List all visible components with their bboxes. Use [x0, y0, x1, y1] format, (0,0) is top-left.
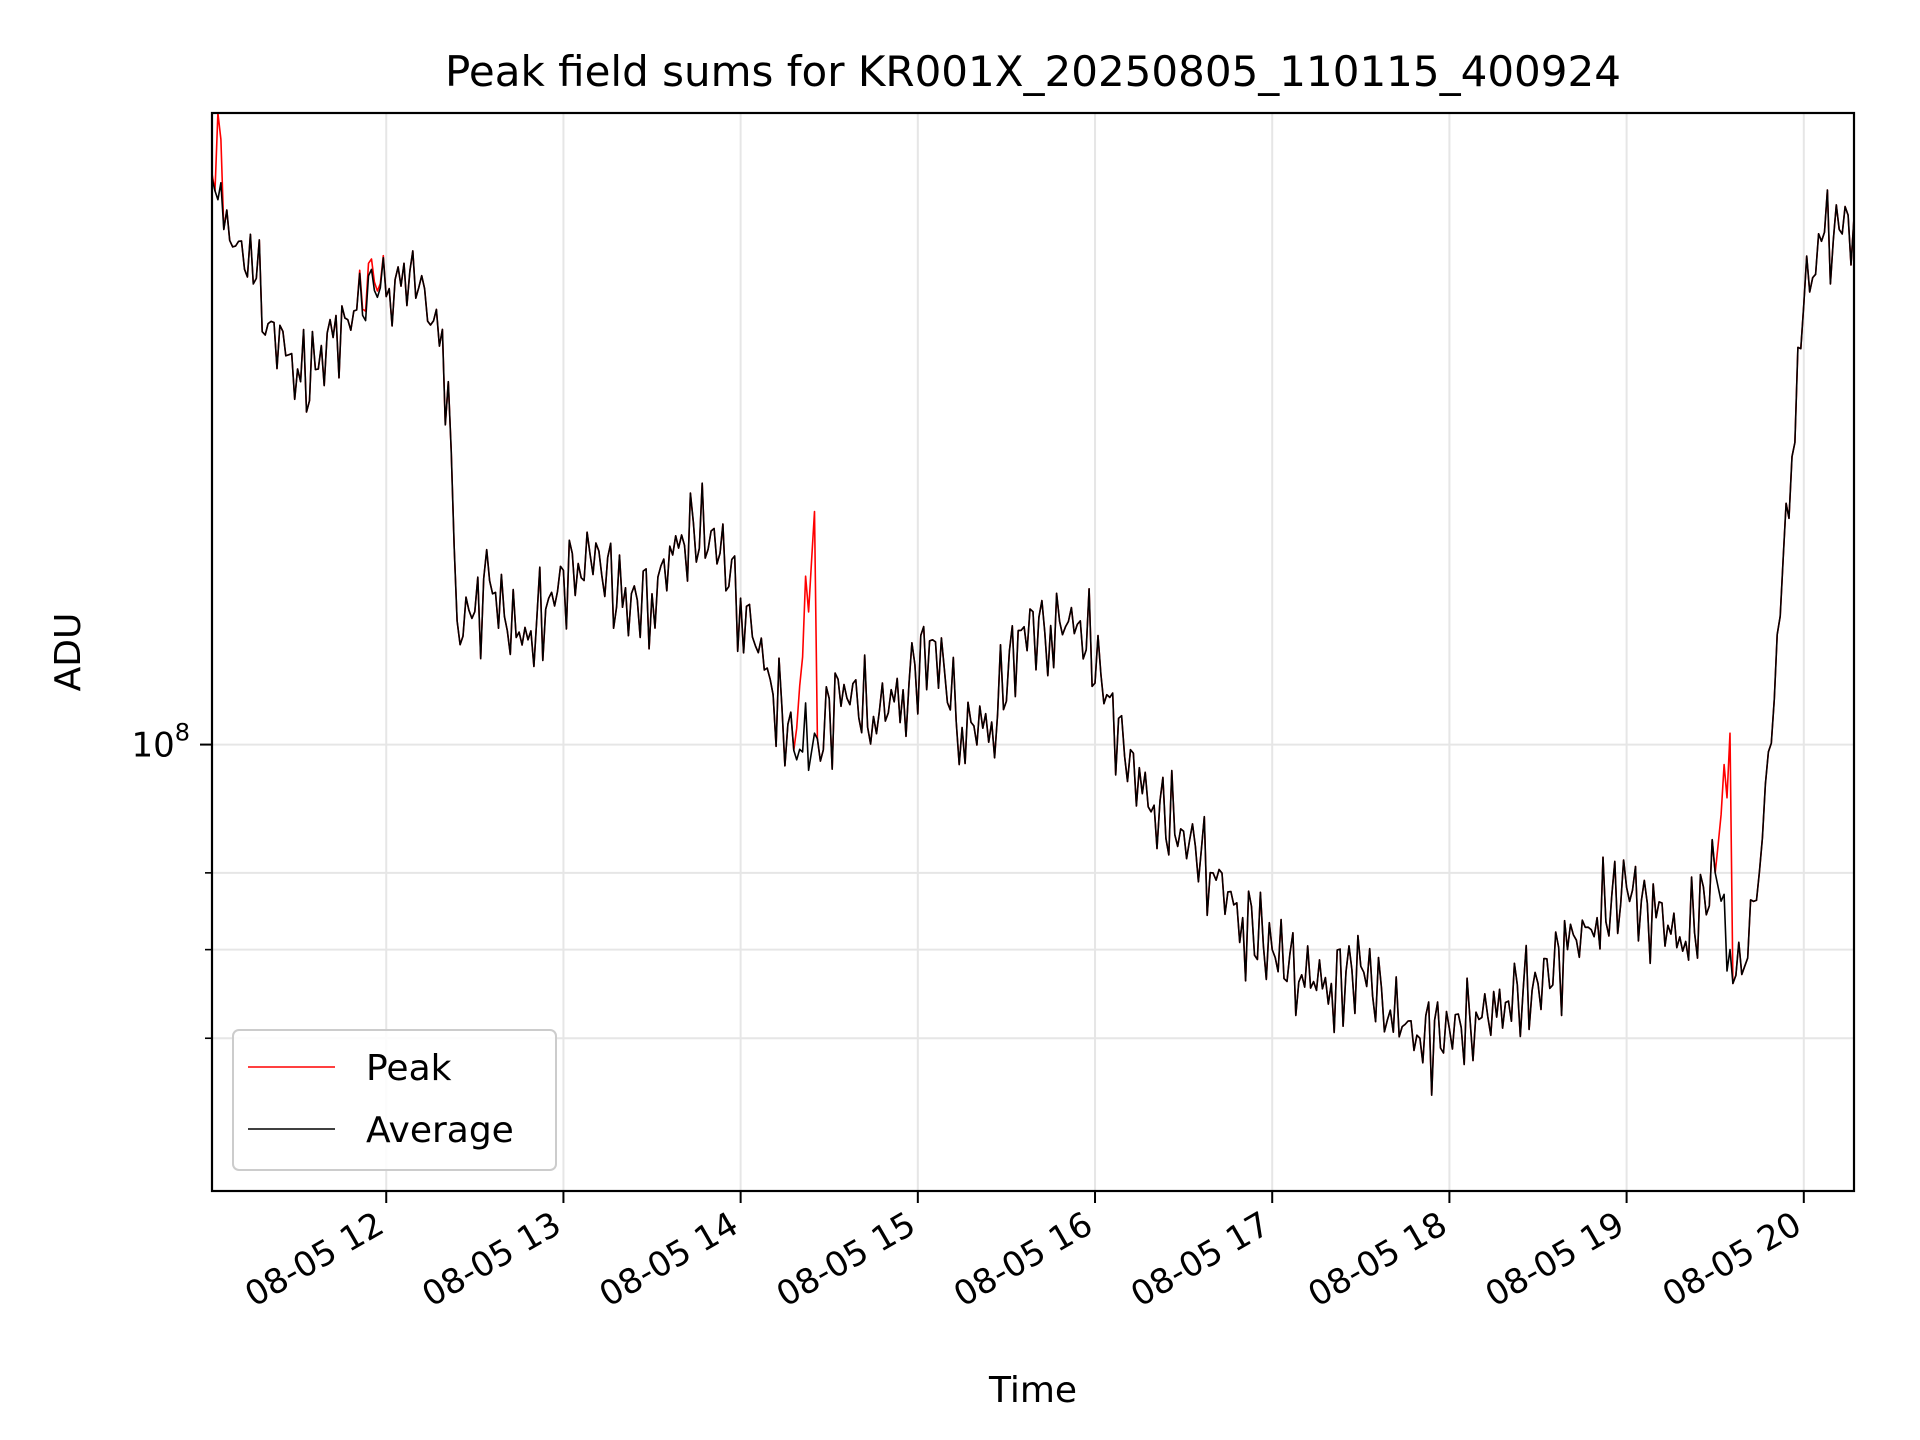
x-axis-label: Time: [988, 1370, 1077, 1411]
legend-average-label: Average: [366, 1110, 514, 1151]
y-axis-label: ADU: [48, 613, 89, 692]
chart-title: Peak field sums for KR001X_20250805_1101…: [445, 47, 1621, 96]
legend: Peak Average: [232, 1029, 557, 1171]
plot-frame: [210, 111, 1856, 1193]
legend-peak-label: Peak: [366, 1048, 452, 1089]
series-lines: [211, 112, 1855, 1096]
series-line-average: [211, 177, 1855, 1096]
y-tick-label: 108: [131, 719, 190, 766]
legend-box: [232, 1029, 557, 1171]
